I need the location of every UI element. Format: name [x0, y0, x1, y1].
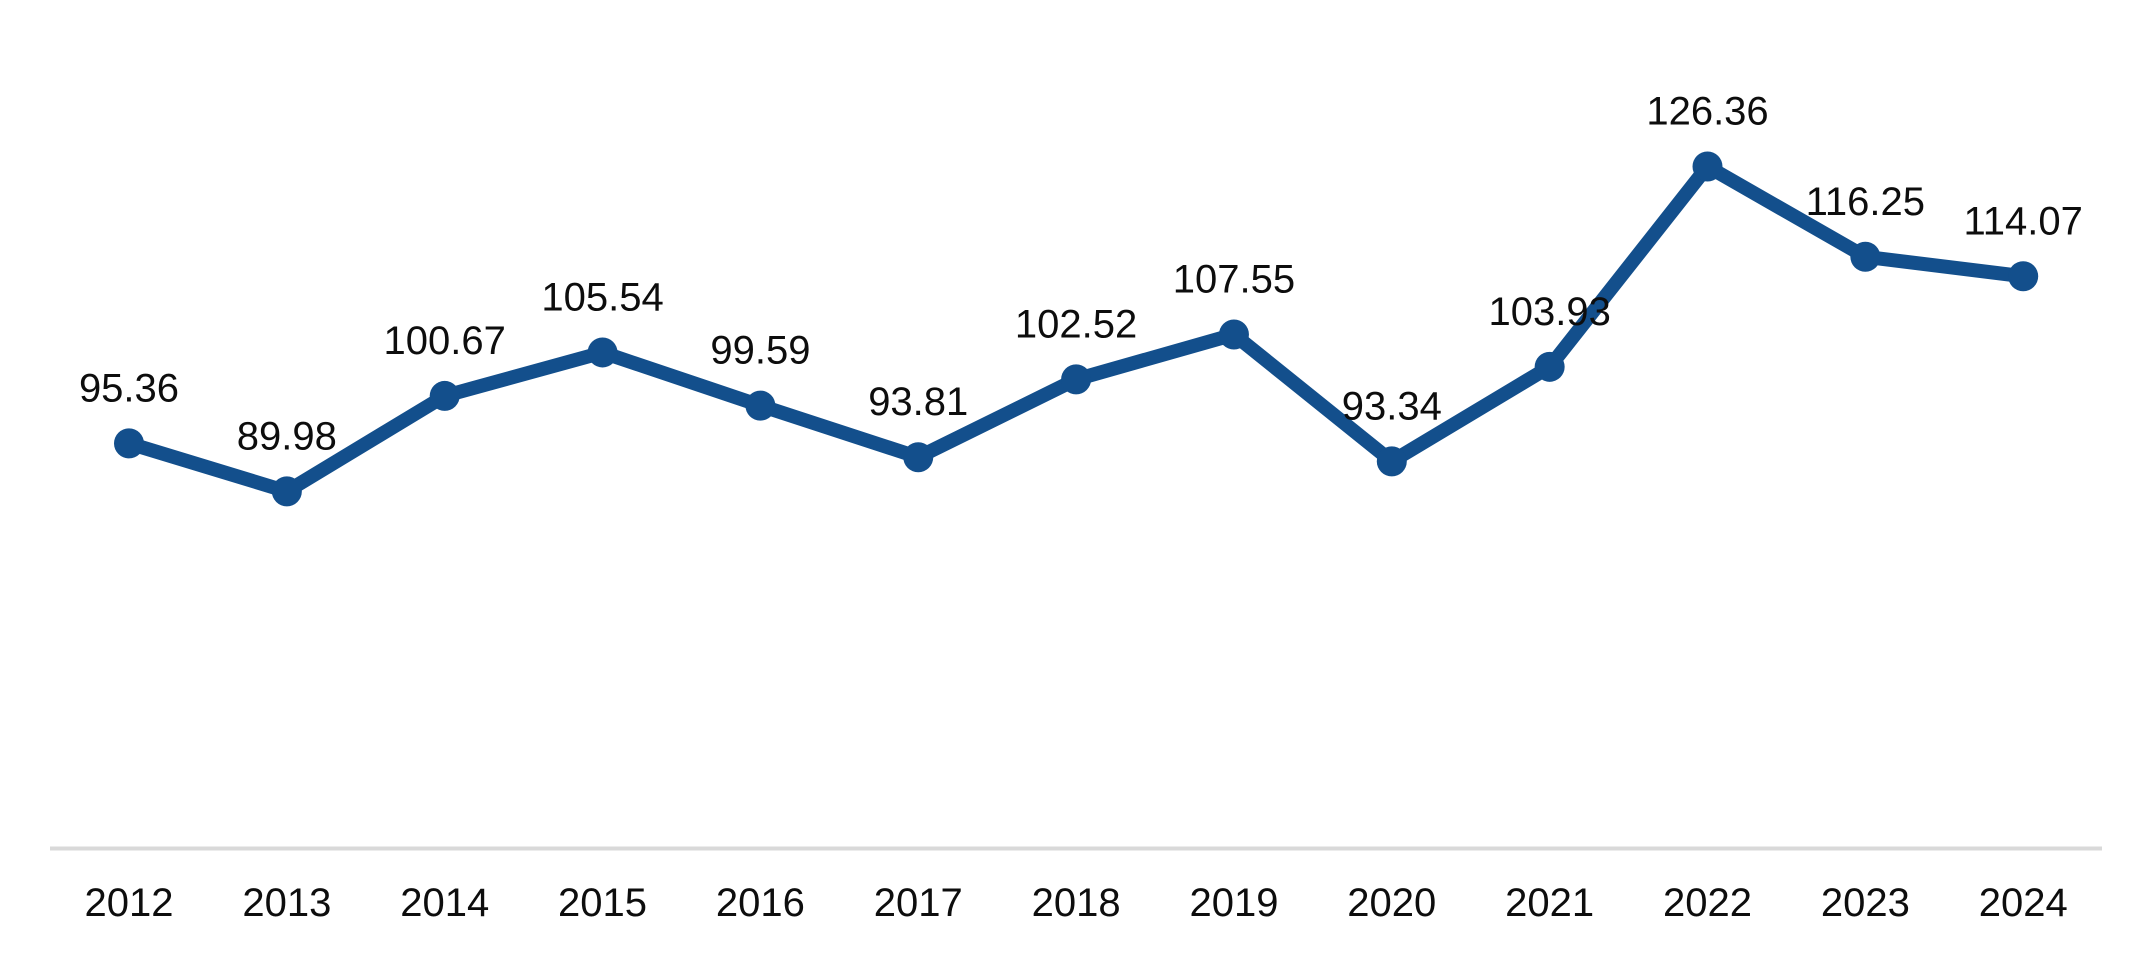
- x-axis-tick-label: 2014: [400, 881, 489, 925]
- data-label: 107.55: [1173, 257, 1295, 301]
- x-axis-tick-label: 2018: [1032, 881, 1121, 925]
- data-point-marker: [1061, 364, 1092, 395]
- data-point-marker: [429, 380, 460, 411]
- data-point-marker: [1218, 319, 1249, 350]
- x-axis-tick-label: 2016: [716, 881, 805, 925]
- data-label: 93.34: [1342, 384, 1442, 428]
- x-axis-tick-label: 2012: [85, 881, 174, 925]
- data-point-marker: [903, 442, 934, 473]
- data-label: 99.59: [710, 329, 810, 373]
- x-axis-tick-label: 2013: [242, 881, 331, 925]
- data-label: 126.36: [1646, 89, 1768, 133]
- data-point-marker: [745, 390, 776, 421]
- x-axis-tick-label: 2017: [874, 881, 963, 925]
- data-label: 95.36: [79, 366, 179, 410]
- data-point-marker: [1850, 241, 1881, 272]
- data-label: 102.52: [1015, 302, 1137, 346]
- data-label: 89.98: [237, 414, 337, 458]
- data-label: 114.07: [1964, 199, 2083, 243]
- data-label: 105.54: [541, 275, 663, 319]
- x-axis-tick-label: 2019: [1189, 881, 1278, 925]
- x-axis-tick-label: 2021: [1505, 881, 1594, 925]
- data-point-marker: [114, 428, 144, 459]
- data-label: 116.25: [1806, 180, 1925, 224]
- data-point-marker: [1534, 351, 1565, 382]
- x-axis-tick-label: 2015: [558, 881, 647, 925]
- x-axis-tick-label: 2022: [1663, 881, 1752, 925]
- data-point-marker: [2008, 261, 2039, 292]
- data-label: 100.67: [384, 319, 506, 363]
- x-axis-tick-label: 2020: [1347, 881, 1436, 925]
- x-axis-tick-label: 2024: [1979, 881, 2068, 925]
- x-axis-tick-label: 2023: [1821, 881, 1910, 925]
- data-point-marker: [1692, 151, 1723, 182]
- data-label: 103.93: [1488, 290, 1610, 334]
- data-point-marker: [1376, 446, 1407, 477]
- data-label: 93.81: [868, 380, 968, 424]
- data-point-marker: [587, 337, 618, 368]
- data-point-marker: [271, 476, 302, 507]
